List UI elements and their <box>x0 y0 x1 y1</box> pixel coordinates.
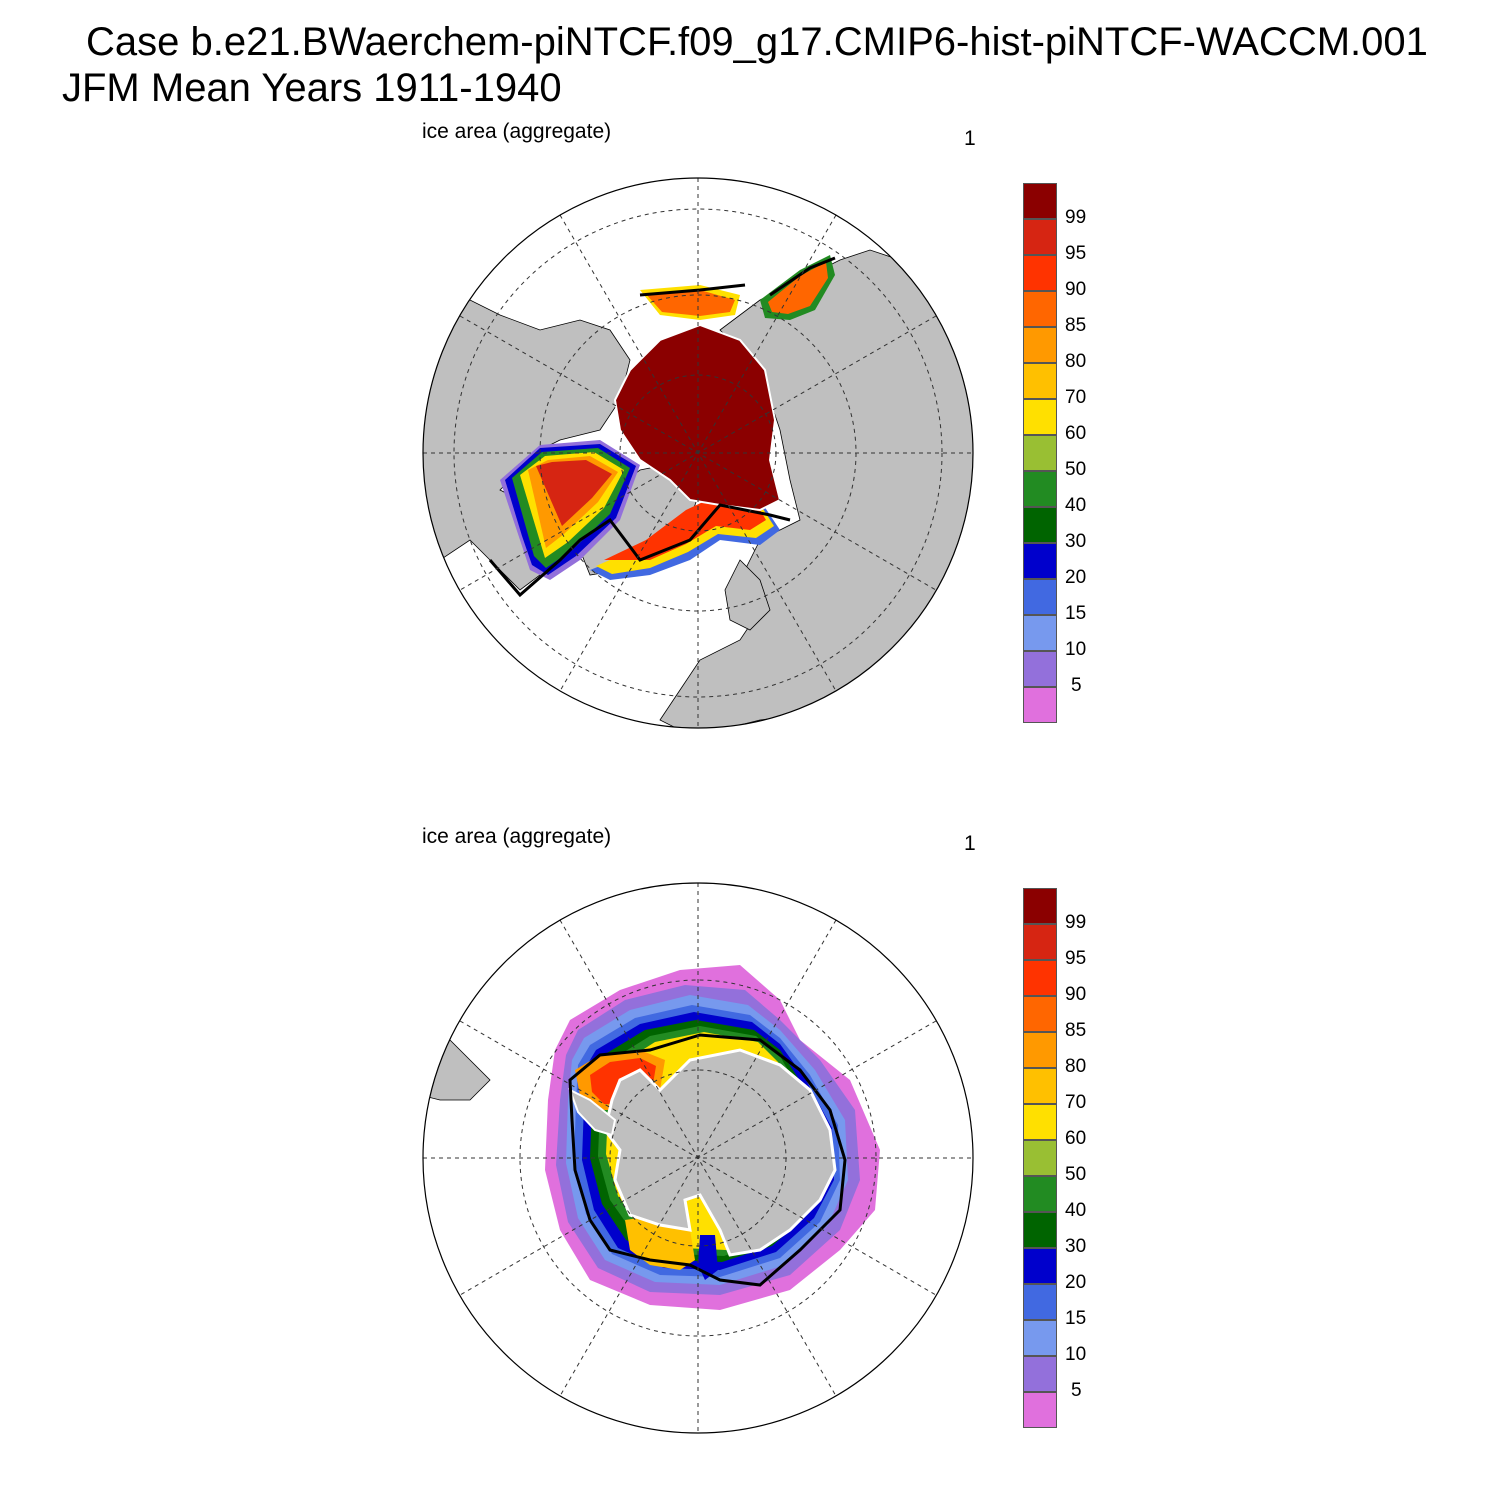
colorbar-tick-label: 5 <box>1071 1380 1082 1401</box>
colorbar-segment <box>1023 1104 1057 1140</box>
colorbar-tick-label: 60 <box>1065 423 1087 444</box>
colorbar-tick-label: 80 <box>1065 1056 1087 1077</box>
colorbar-segment <box>1023 1212 1057 1248</box>
colorbar-tick-label: 50 <box>1065 1164 1087 1185</box>
colorbar-tick-label: 90 <box>1065 279 1087 300</box>
antarctic-ice-edge-contour <box>568 1033 847 1287</box>
panel-number-south: 1 <box>964 832 976 855</box>
colorbar-segment <box>1023 1032 1057 1068</box>
antarctic-peninsula <box>568 1087 617 1137</box>
colorbar-segment <box>1023 363 1057 399</box>
colorbar-segment <box>1023 996 1057 1032</box>
colorbar-tick-label: 30 <box>1065 531 1087 552</box>
antarctic-graticule <box>423 883 973 1433</box>
colorbar-tick-label: 80 <box>1065 351 1087 372</box>
colorbar-segment <box>1023 888 1057 924</box>
colorbar-tick-label: 20 <box>1065 1272 1087 1293</box>
colorbar-tick-label: 40 <box>1065 495 1087 516</box>
colorbar-tick-label: 99 <box>1065 912 1087 933</box>
arctic-pack-ice <box>613 323 782 512</box>
colorbar-segment <box>1023 399 1057 435</box>
colorbar-segment <box>1023 291 1057 327</box>
panel-variable-label-north: ice area (aggregate) <box>422 120 612 143</box>
figure-title-case: Case b.e21.BWaerchem-piNTCF.f09_g17.CMIP… <box>86 20 1428 64</box>
colorbar-tick-label: 60 <box>1065 1128 1087 1149</box>
colorbar-tick-label: 99 <box>1065 207 1087 228</box>
colorbar-tick-label: 85 <box>1065 1020 1087 1041</box>
arctic-ice-low <box>500 255 835 580</box>
colorbar-segment <box>1023 615 1057 651</box>
figure-title-period: JFM Mean Years 1911-1940 <box>62 66 562 110</box>
colorbar-segment <box>1023 219 1057 255</box>
colorbar-tick-label: 50 <box>1065 459 1087 480</box>
colorbar-segment <box>1023 1356 1057 1392</box>
colorbar-tick-label: 40 <box>1065 1200 1087 1221</box>
colorbar-segment <box>1023 471 1057 507</box>
colorbar-tick-label: 90 <box>1065 984 1087 1005</box>
arctic-ice-edge-contour <box>488 503 791 598</box>
antarctic-map <box>423 883 973 1433</box>
colorbar-segment <box>1023 1248 1057 1284</box>
arctic-map-border <box>422 177 974 729</box>
colorbar-tick-label: 85 <box>1065 315 1087 336</box>
antarctica-land <box>603 1048 837 1257</box>
colorbar-tick-label: 10 <box>1065 1344 1087 1365</box>
colorbar-tick-label: 95 <box>1065 243 1087 264</box>
arctic-map <box>423 178 973 728</box>
colorbar-segment <box>1023 435 1057 471</box>
colorbar-segment <box>1023 1392 1057 1428</box>
colorbar-segment <box>1023 255 1057 291</box>
colorbar-tick-label: 30 <box>1065 1236 1087 1257</box>
colorbar-segment <box>1023 1320 1057 1356</box>
colorbar-tick-label: 95 <box>1065 948 1087 969</box>
colorbar-segment <box>1023 1140 1057 1176</box>
colorbar-tick-label: 5 <box>1071 675 1082 696</box>
panel-variable-label-south: ice area (aggregate) <box>422 825 612 848</box>
colorbar-segment <box>1023 1284 1057 1320</box>
colorbar-segment <box>1023 687 1057 723</box>
colorbar-segment <box>1023 507 1057 543</box>
colorbar-tick-label: 70 <box>1065 1092 1087 1113</box>
colorbar-segment <box>1023 183 1057 219</box>
colorbar-tick-label: 10 <box>1065 639 1087 660</box>
arctic-graticule <box>423 178 973 728</box>
colorbar-tick-label: 15 <box>1065 603 1087 624</box>
colorbar-segment <box>1023 651 1057 687</box>
colorbar-segment <box>1023 1068 1057 1104</box>
colorbar-segment <box>1023 1176 1057 1212</box>
colorbar-segment <box>1023 960 1057 996</box>
colorbar-segment <box>1023 579 1057 615</box>
colorbar-segment <box>1023 543 1057 579</box>
panel-number-north: 1 <box>964 127 976 150</box>
colorbar-tick-label: 70 <box>1065 387 1087 408</box>
colorbar-tick-label: 15 <box>1065 1308 1087 1329</box>
colorbar-tick-label: 20 <box>1065 567 1087 588</box>
colorbar-segment <box>1023 327 1057 363</box>
colorbar-segment <box>1023 924 1057 960</box>
antarctic-map-border <box>422 882 974 1434</box>
